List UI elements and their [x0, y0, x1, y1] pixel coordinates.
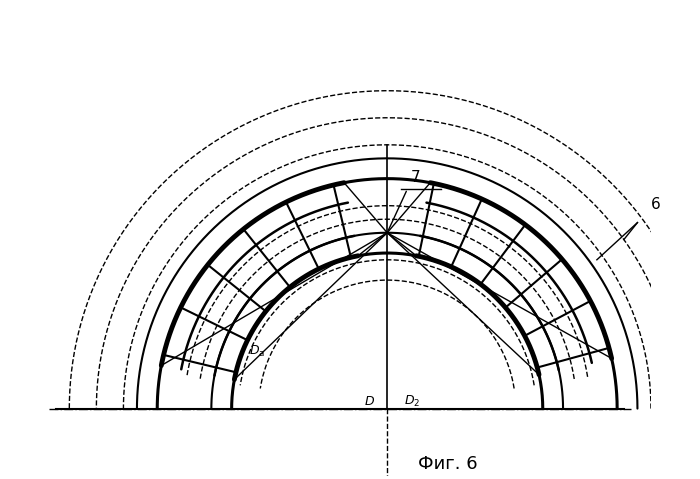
Text: $D_{\rm a}$: $D_{\rm a}$ — [248, 343, 265, 359]
Text: $D$: $D$ — [364, 395, 375, 408]
Text: 6: 6 — [651, 197, 661, 212]
Text: $D_{\rm 2}$: $D_{\rm 2}$ — [404, 394, 420, 410]
Text: Фиг. 6: Фиг. 6 — [419, 456, 478, 473]
Text: 7: 7 — [411, 171, 421, 185]
